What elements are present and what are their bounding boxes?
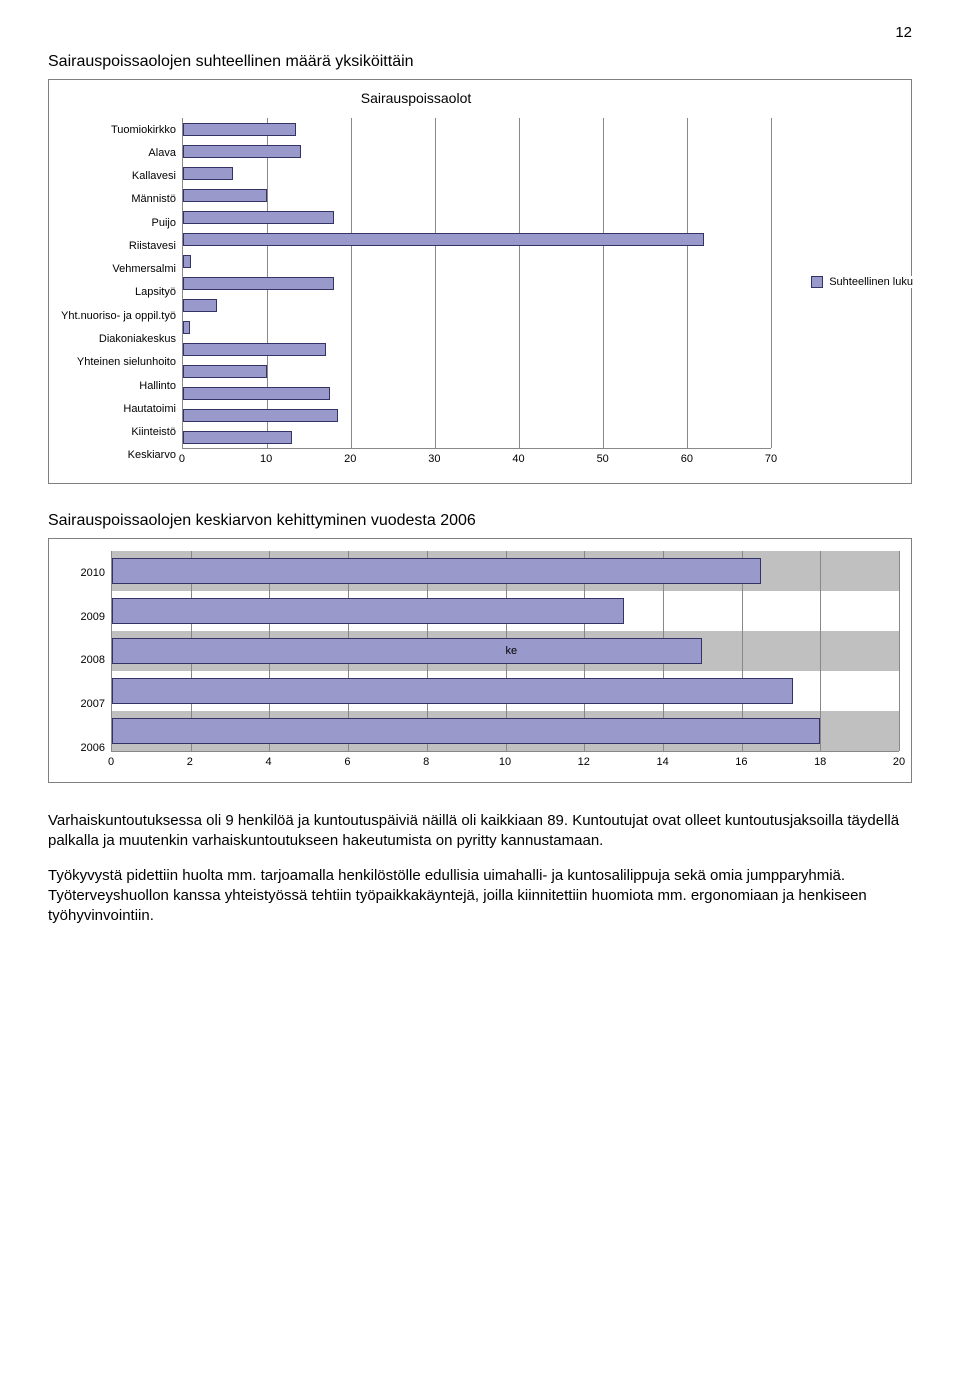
chart2-x-tick-label: 6	[344, 756, 350, 768]
chart1-bar	[183, 123, 296, 136]
chart2-category-label: 2009	[61, 597, 105, 637]
chart1-x-tick-label: 0	[179, 453, 185, 465]
chart2-x-tick-label: 2	[187, 756, 193, 768]
chart2-x-tick-label: 4	[266, 756, 272, 768]
chart2-category-label: 2007	[61, 684, 105, 724]
chart1-x-axis-ticks: 010203040506070	[182, 453, 771, 467]
chart2-x-tick-label: 0	[108, 756, 114, 768]
chart1-category-label: Hallinto	[61, 375, 176, 397]
chart1-legend: Suhteellinen luku	[811, 276, 913, 288]
chart1-container: Sairauspoissaolot TuomiokirkkoAlavaKalla…	[48, 79, 912, 484]
chart2-bar	[112, 598, 624, 624]
chart1-bar	[183, 321, 190, 334]
chart1-x-tick-label: 20	[344, 453, 356, 465]
chart1-category-label: Yht.nuoriso- ja oppil.työ	[61, 305, 176, 327]
chart2-y-axis-labels: 20102009200820072006	[61, 551, 111, 770]
chart2-x-tick-label: 12	[578, 756, 590, 768]
chart1-category-label: Alava	[61, 142, 176, 164]
chart1-bar	[183, 277, 334, 290]
chart2-category-label: 2008	[61, 640, 105, 680]
chart1-category-label: Keskiarvo	[61, 444, 176, 466]
chart1-x-tick-label: 40	[512, 453, 524, 465]
chart2-plot: ke	[111, 551, 899, 752]
legend-swatch	[811, 276, 823, 288]
chart1-bar	[183, 255, 191, 268]
chart1-category-label: Yhteinen sielunhoito	[61, 351, 176, 373]
chart1-bar	[183, 365, 267, 378]
chart2-x-tick-label: 14	[656, 756, 668, 768]
chart1-category-label: Hautatoimi	[61, 398, 176, 420]
chart1-category-label: Männistö	[61, 188, 176, 210]
chart2-bar	[112, 718, 820, 744]
chart1-category-label: Kiinteistö	[61, 421, 176, 443]
chart1-bar	[183, 211, 334, 224]
chart2-bar	[112, 638, 702, 664]
chart2-x-tick-label: 20	[893, 756, 905, 768]
chart1-category-label: Kallavesi	[61, 165, 176, 187]
chart1-category-label: Puijo	[61, 212, 176, 234]
chart1-bar	[183, 189, 267, 202]
chart1-category-label: Vehmersalmi	[61, 258, 176, 280]
chart1-category-label: Lapsityö	[61, 281, 176, 303]
chart1-y-axis-labels: TuomiokirkkoAlavaKallavesiMännistöPuijoR…	[61, 118, 182, 467]
chart1-bar	[183, 387, 330, 400]
chart2-x-axis-ticks: 02468101214161820	[111, 756, 899, 770]
page-number: 12	[48, 24, 912, 41]
chart1-title: Sairauspoissaolot	[61, 90, 771, 106]
chart2-x-tick-label: 16	[735, 756, 747, 768]
chart2-bar	[112, 678, 793, 704]
chart2-x-tick-label: 8	[423, 756, 429, 768]
chart1-x-tick-label: 30	[428, 453, 440, 465]
section1-title: Sairauspoissaolojen suhteellinen määrä y…	[48, 53, 912, 71]
chart2-x-tick-label: 10	[499, 756, 511, 768]
legend-label: Suhteellinen luku	[829, 276, 913, 288]
body-text: Varhaiskuntoutuksessa oli 9 henkilöä ja …	[48, 811, 912, 926]
chart1-x-tick-label: 70	[765, 453, 777, 465]
paragraph-2: Työkyvystä pidettiin huolta mm. tarjoama…	[48, 866, 912, 927]
chart1-bar	[183, 145, 301, 158]
chart1-bar	[183, 233, 704, 246]
chart2-category-label: 2010	[61, 553, 105, 593]
chart1-x-tick-label: 60	[681, 453, 693, 465]
chart1-category-label: Riistavesi	[61, 235, 176, 257]
chart2-inline-label: ke	[506, 645, 518, 657]
chart1-x-tick-label: 10	[260, 453, 272, 465]
chart1-category-label: Diakoniakeskus	[61, 328, 176, 350]
chart1-category-label: Tuomiokirkko	[61, 119, 176, 141]
section2-title: Sairauspoissaolojen keskiarvon kehittymi…	[48, 512, 912, 530]
paragraph-1: Varhaiskuntoutuksessa oli 9 henkilöä ja …	[48, 811, 912, 852]
chart1-bar	[183, 409, 338, 422]
chart1-bars	[183, 118, 771, 448]
chart1-bar	[183, 343, 326, 356]
document-page: 12 Sairauspoissaolojen suhteellinen määr…	[0, 0, 960, 988]
chart1-bar	[183, 431, 292, 444]
chart1-bar	[183, 167, 233, 180]
chart2-x-tick-label: 18	[814, 756, 826, 768]
chart1-plot	[182, 118, 771, 449]
chart2-bar	[112, 558, 761, 584]
chart2-container: 20102009200820072006 ke 0 2 4 6 8 10 12 14 16 18 2…	[48, 538, 912, 783]
chart2-category-label: 2006	[61, 728, 105, 768]
chart1-bar	[183, 299, 217, 312]
chart1-x-tick-label: 50	[597, 453, 609, 465]
